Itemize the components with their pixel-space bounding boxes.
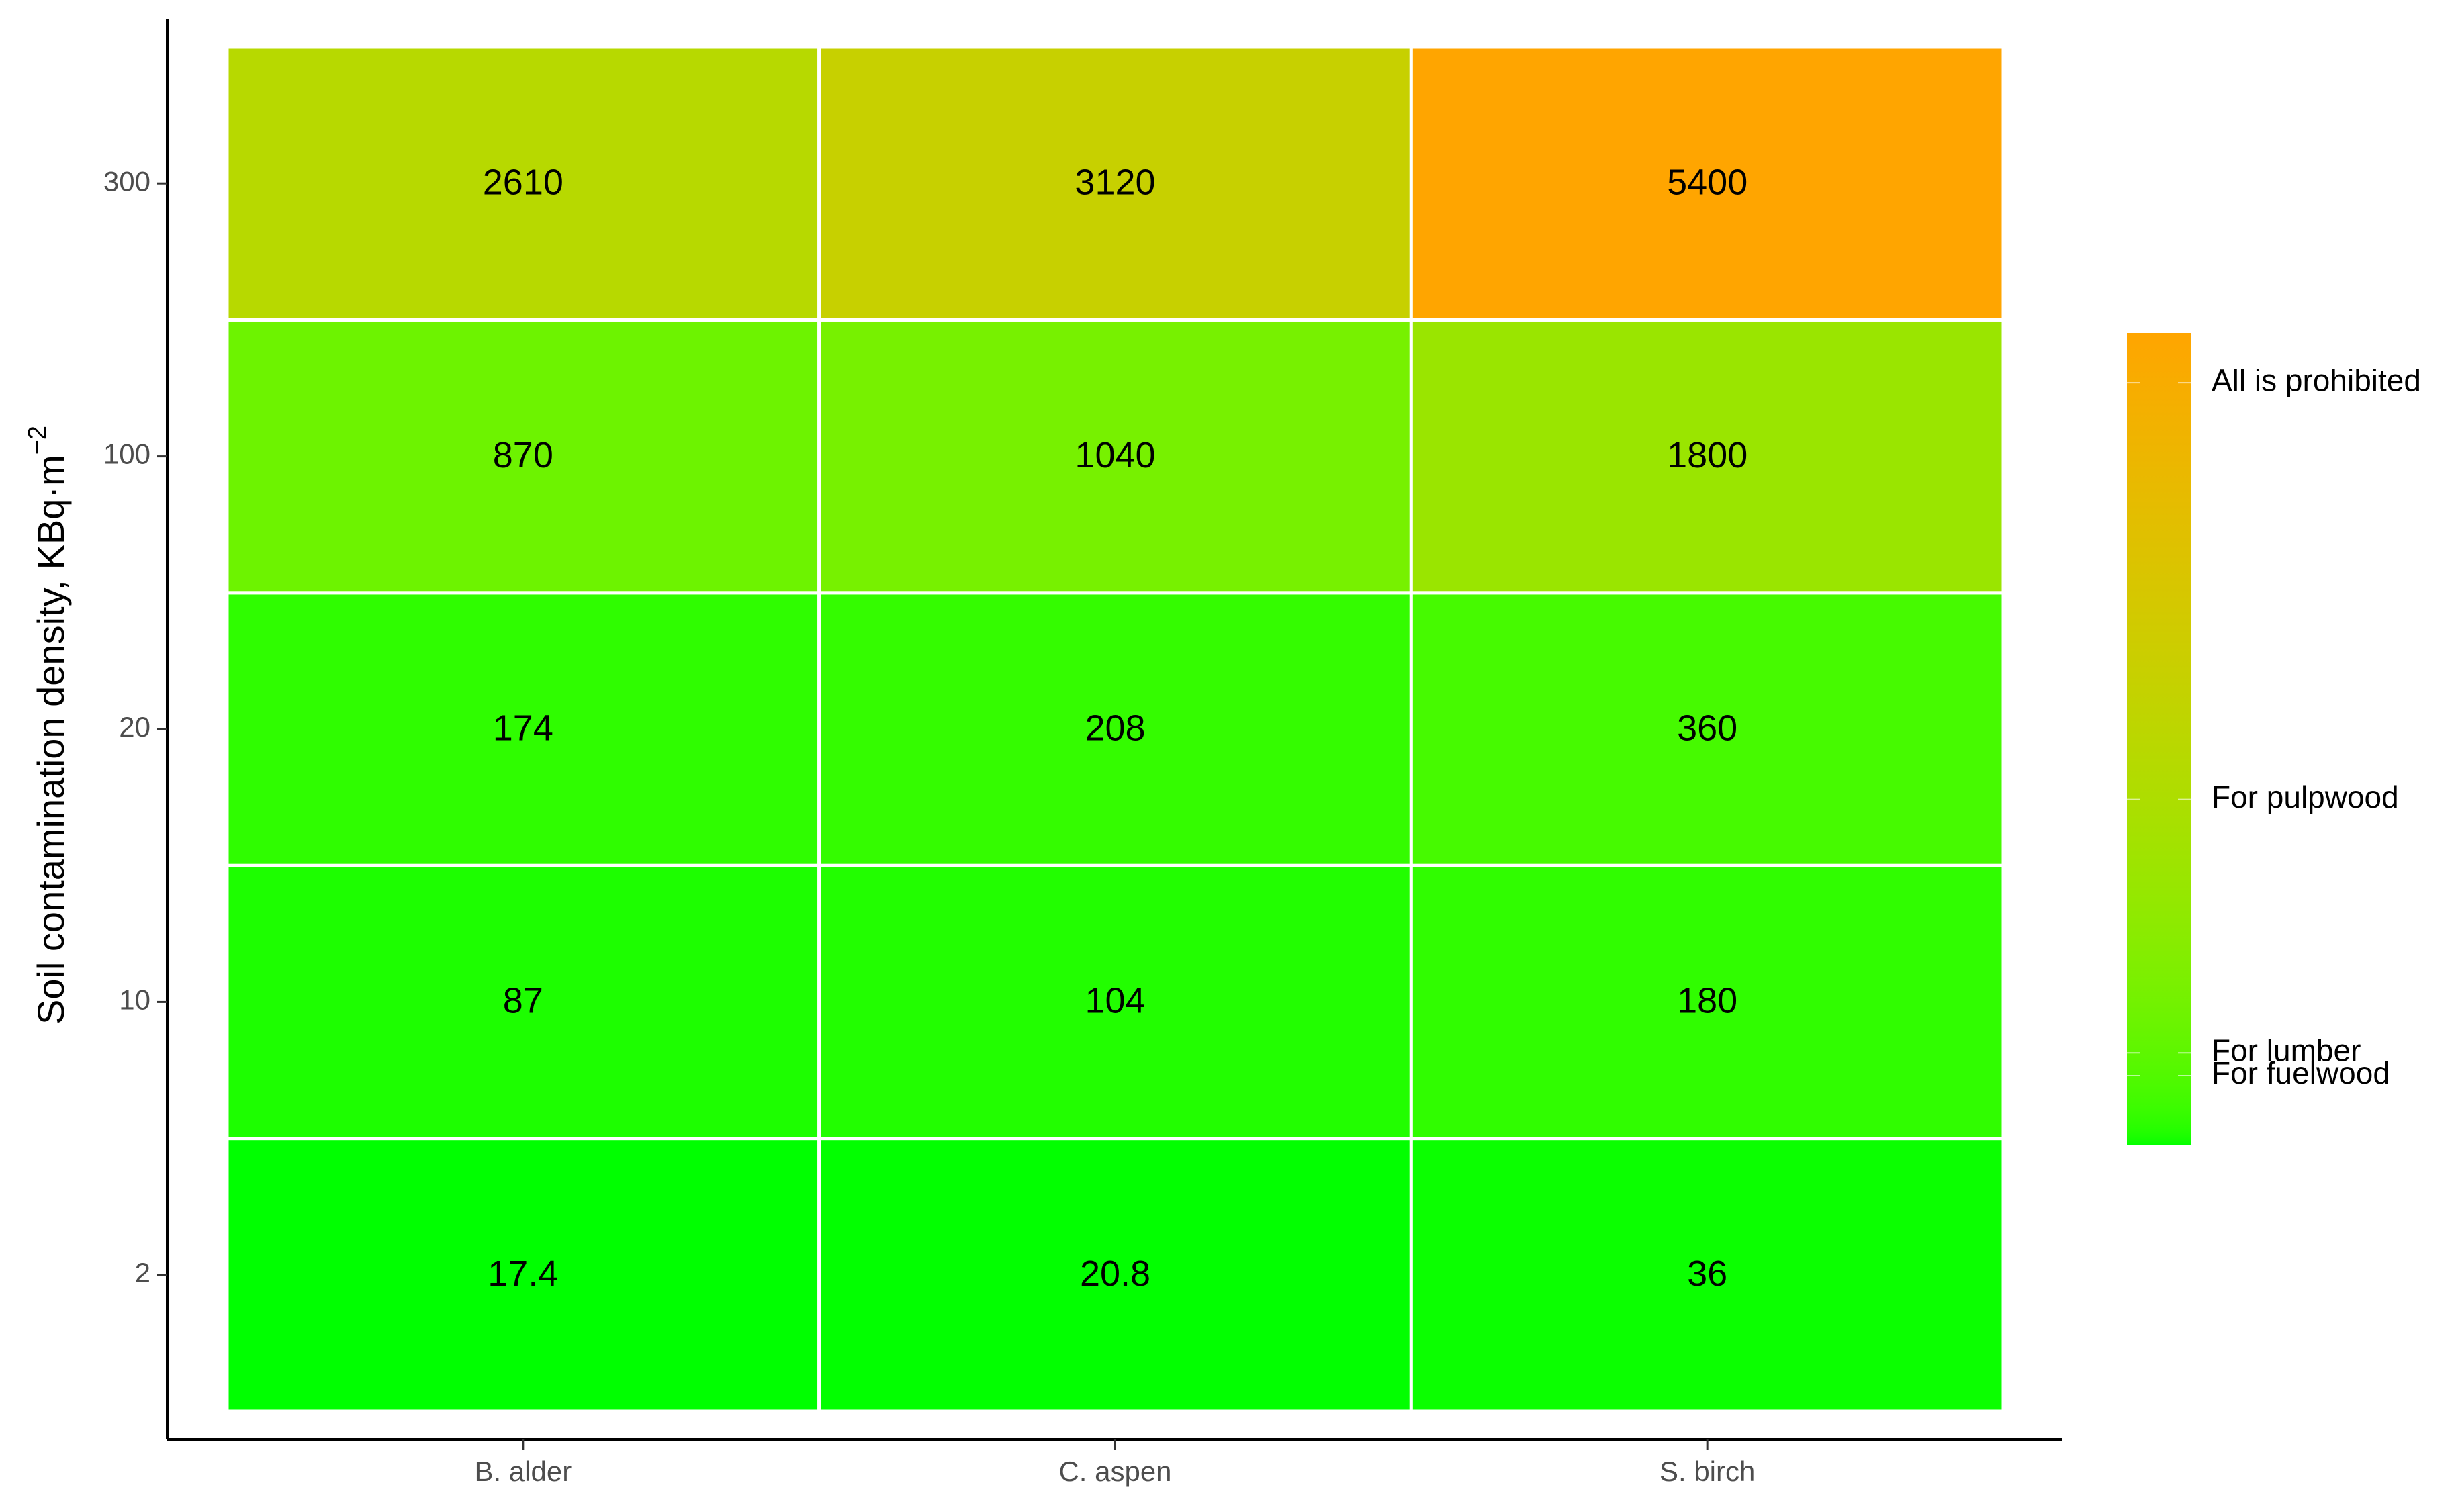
y-axis-title-main: Soil contamination density, KBq·m xyxy=(30,455,72,1025)
y-tick-label: 10 xyxy=(119,984,150,1015)
cell-label: 208 xyxy=(1085,708,1145,748)
cell-label: 180 xyxy=(1677,981,1737,1021)
y-tick-label: 100 xyxy=(103,438,150,470)
heat-cell xyxy=(225,863,821,1141)
heat-cell xyxy=(1409,318,2005,595)
heat-cell xyxy=(1409,591,2005,867)
heat-cell xyxy=(225,1137,821,1413)
cell-label: 17.4 xyxy=(488,1254,558,1294)
heat-cell xyxy=(225,318,821,595)
colorbar-label: For fuelwood xyxy=(2212,1055,2390,1090)
heat-cell xyxy=(817,591,1413,867)
heat-cell xyxy=(1409,863,2005,1141)
cell-label: 5400 xyxy=(1667,162,1747,202)
heat-cell xyxy=(225,591,821,867)
cell-label: 870 xyxy=(493,435,553,475)
y-tick-label: 300 xyxy=(103,165,150,197)
cell-label: 3120 xyxy=(1075,162,1155,202)
cell-label: 104 xyxy=(1085,981,1145,1021)
heat-cell xyxy=(817,45,1413,322)
cell-label: 360 xyxy=(1677,708,1737,748)
heat-cell xyxy=(1409,45,2005,322)
cell-label: 20.8 xyxy=(1080,1254,1150,1294)
y-tick-label: 20 xyxy=(119,711,150,743)
heat-cell xyxy=(817,863,1413,1141)
cell-label: 2610 xyxy=(483,162,563,202)
heat-cell xyxy=(817,1137,1413,1413)
cell-label: 87 xyxy=(503,981,543,1021)
cell-label: 36 xyxy=(1687,1254,1727,1294)
x-tick-label: S. birch xyxy=(1660,1456,1755,1487)
x-tick-label: C. aspen xyxy=(1058,1456,1171,1487)
colorbar-label: For lumber xyxy=(2212,1033,2361,1068)
cell-label: 174 xyxy=(493,708,553,748)
y-axis-title-exponent: −2 xyxy=(24,426,52,455)
cell-label: 1800 xyxy=(1667,435,1747,475)
x-tick-label: B. alder xyxy=(474,1456,572,1487)
colorbar-label: For pulpwood xyxy=(2212,779,2399,814)
heat-cell xyxy=(225,45,821,322)
cell-label: 1040 xyxy=(1075,435,1155,475)
colorbar xyxy=(2127,333,2191,1145)
colorbar-label: All is prohibited xyxy=(2212,363,2421,397)
y-tick-label: 2 xyxy=(135,1257,150,1288)
y-axis-title: Soil contamination density, KBq·m−2 xyxy=(24,426,72,1025)
